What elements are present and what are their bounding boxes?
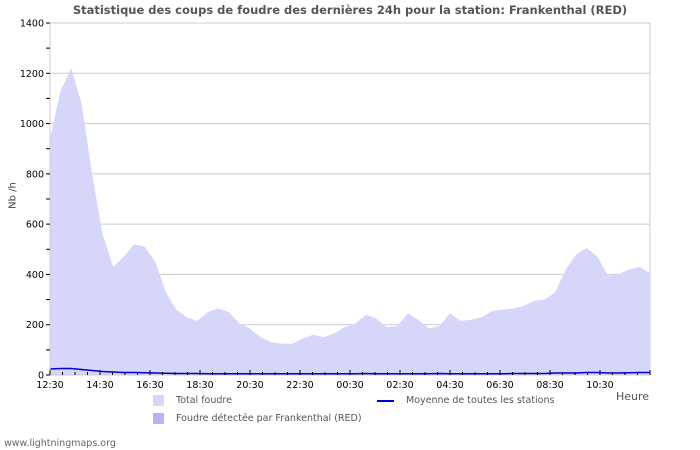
legend-label-total: Total foudre [176, 395, 232, 406]
svg-text:02:30: 02:30 [386, 380, 413, 391]
svg-text:200: 200 [26, 320, 44, 331]
legend-label-detected: Foudre détectée par Frankenthal (RED) [176, 413, 362, 424]
svg-text:00:30: 00:30 [336, 380, 363, 391]
x-axis-ticks: 12:30 14:30 16:30 18:30 20:30 22:30 00:30 02:30… [36, 370, 651, 391]
legend-moyenne: Moyenne de toutes les stations [377, 395, 554, 406]
svg-text:12:30: 12:30 [36, 380, 63, 391]
svg-text:08:30: 08:30 [536, 380, 563, 391]
svg-text:18:30: 18:30 [186, 380, 213, 391]
legend-swatch-average [377, 399, 394, 402]
svg-text:1000: 1000 [20, 119, 44, 130]
legend-swatch-total [153, 395, 164, 406]
svg-text:14:30: 14:30 [86, 380, 113, 391]
chart-title: Statistique des coups de foudre des dern… [72, 3, 628, 17]
svg-text:16:30: 16:30 [136, 380, 163, 391]
svg-text:800: 800 [26, 169, 44, 180]
legend-total-foudre: Total foudre [153, 395, 232, 406]
y-axis-ticks: 0 200 400 600 800 1000 1200 1400 [20, 19, 50, 382]
legend-swatch-detected [153, 413, 164, 424]
svg-text:06:30: 06:30 [486, 380, 513, 391]
legend-label-average: Moyenne de toutes les stations [406, 395, 555, 406]
y-axis-label: Nb /h [7, 182, 19, 209]
svg-text:1400: 1400 [20, 19, 44, 30]
svg-text:04:30: 04:30 [436, 380, 463, 391]
svg-text:20:30: 20:30 [236, 380, 263, 391]
svg-text:22:30: 22:30 [286, 380, 313, 391]
svg-text:0: 0 [38, 371, 44, 382]
legend-foudre-detectee: Foudre détectée par Frankenthal (RED) [153, 413, 362, 424]
footer-source-link[interactable]: www.lightningmaps.org [4, 438, 116, 449]
svg-text:600: 600 [26, 220, 44, 231]
x-axis-label: Heure [616, 390, 650, 403]
svg-text:400: 400 [26, 270, 44, 281]
total-foudre-area [50, 68, 650, 376]
svg-text:10:30: 10:30 [586, 380, 613, 391]
svg-text:1200: 1200 [20, 69, 44, 80]
